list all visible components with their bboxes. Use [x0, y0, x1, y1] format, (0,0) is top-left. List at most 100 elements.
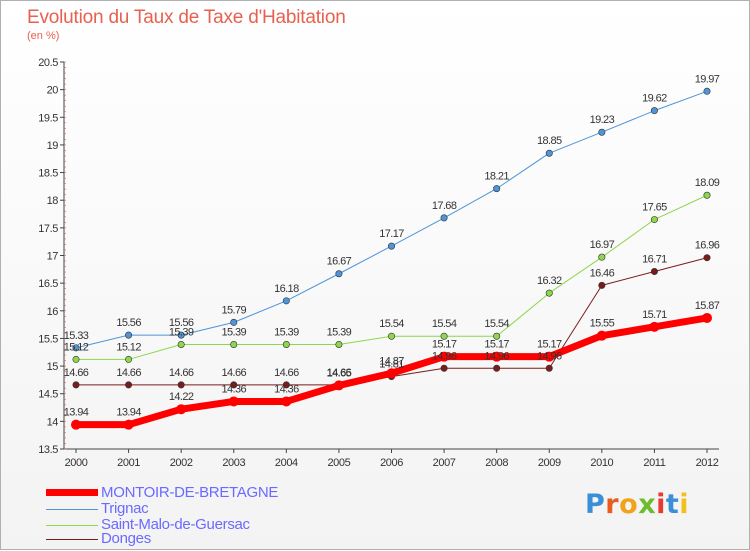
series-line [75, 90, 708, 349]
data-label: 19.23 [590, 114, 615, 126]
series-points [71, 87, 712, 430]
legend-label: Donges [101, 530, 151, 547]
axes [60, 61, 719, 453]
data-label: 15.71 [642, 309, 667, 321]
data-point [72, 355, 80, 363]
y-tick-label: 14 [47, 416, 59, 428]
data-point [493, 364, 501, 372]
data-point [230, 341, 238, 349]
y-tick-label: 20.5 [38, 57, 58, 69]
brand-letter: i [656, 489, 666, 520]
data-label: 16.96 [695, 240, 720, 252]
data-point [491, 351, 502, 362]
data-label: 15.56 [169, 317, 194, 329]
brand-letter: r [605, 489, 620, 520]
x-tick-label: 2005 [327, 457, 350, 469]
data-label: 14.22 [169, 391, 194, 403]
data-label: 14.66 [116, 367, 141, 379]
data-label: 15.56 [116, 317, 141, 329]
brand-letter: o [619, 489, 639, 520]
x-tick-label: 2001 [117, 457, 140, 469]
data-point [177, 341, 185, 349]
data-label: 14.65 [327, 367, 352, 379]
data-point [125, 381, 133, 389]
data-label: 13.94 [116, 407, 141, 419]
data-point [125, 331, 133, 339]
legend-swatch [46, 525, 98, 526]
data-label: 15.54 [432, 318, 457, 330]
y-tick-label: 13.5 [38, 444, 58, 456]
data-point [230, 381, 238, 389]
data-label: 14.36 [221, 383, 246, 395]
legend-swatch [46, 509, 98, 510]
data-label: 17.65 [642, 202, 667, 214]
data-point [598, 281, 606, 289]
data-label: 15.17 [537, 339, 562, 351]
data-label: 14.36 [274, 383, 299, 395]
x-tick-label: 2004 [275, 457, 298, 469]
y-tick-label: 17 [47, 251, 59, 263]
data-label: 15.33 [64, 330, 89, 342]
data-label: 15.54 [484, 318, 509, 330]
data-labels: 13.94 13.94 14.22 14.36 14.36 14.65 14.87 15.17… [64, 73, 721, 419]
brand-logo: Proxiti [585, 489, 689, 520]
y-tick-label: 16.5 [38, 278, 58, 290]
data-point [335, 270, 343, 278]
brand-letter: x [638, 489, 657, 520]
data-point [650, 268, 658, 276]
data-point [387, 242, 395, 250]
x-tick-label: 2008 [485, 457, 508, 469]
data-point [177, 331, 185, 339]
data-label: 18.09 [695, 177, 720, 189]
y-tick-label: 20 [47, 85, 59, 97]
data-label: 15.87 [695, 300, 720, 312]
data-point [493, 332, 501, 340]
data-label: 14.66 [169, 367, 194, 379]
data-point [386, 368, 397, 379]
legend-swatch [46, 539, 98, 540]
data-label: 19.62 [642, 93, 667, 105]
data-point [650, 216, 658, 224]
data-point [281, 396, 292, 407]
legend-item-donges: Donges [46, 530, 151, 547]
data-point [177, 381, 185, 389]
data-point [439, 351, 450, 362]
data-label: 14.66 [327, 367, 352, 379]
x-tick-label: 2002 [170, 457, 193, 469]
legend-item-trignac: Trignac [46, 500, 149, 517]
data-label: 18.85 [537, 135, 562, 147]
x-tick-label: 2010 [590, 457, 613, 469]
data-point [703, 87, 711, 95]
y-tick-label: 18.5 [38, 168, 58, 180]
legend-label: Trignac [101, 500, 149, 517]
data-point [545, 289, 553, 297]
brand-letter: i [679, 489, 690, 520]
x-tick-label: 2011 [643, 457, 665, 469]
y-tick-label: 19.5 [38, 112, 58, 124]
data-label: 15.12 [64, 341, 89, 353]
data-label: 15.17 [484, 339, 509, 351]
data-point [282, 381, 290, 389]
brand-letter: t [665, 489, 680, 520]
data-point [545, 364, 553, 372]
data-point [282, 297, 290, 305]
x-tick-label: 2007 [433, 457, 456, 469]
x-tick-label: 2006 [380, 457, 403, 469]
y-tick-label: 18 [47, 195, 59, 207]
data-label: 18.21 [484, 171, 509, 183]
data-label: 16.67 [327, 256, 352, 268]
data-point [72, 344, 80, 352]
data-point [71, 419, 81, 430]
x-tick-label: 2009 [538, 457, 561, 469]
data-label: 14.96 [432, 350, 457, 362]
data-point [72, 381, 80, 389]
data-point [596, 330, 607, 341]
legend-swatch [46, 489, 98, 496]
data-point [649, 321, 660, 332]
data-label: 16.71 [642, 254, 667, 266]
y-tick-label: 15.5 [38, 333, 58, 345]
data-label: 17.68 [432, 200, 457, 212]
data-label: 16.46 [590, 267, 615, 279]
